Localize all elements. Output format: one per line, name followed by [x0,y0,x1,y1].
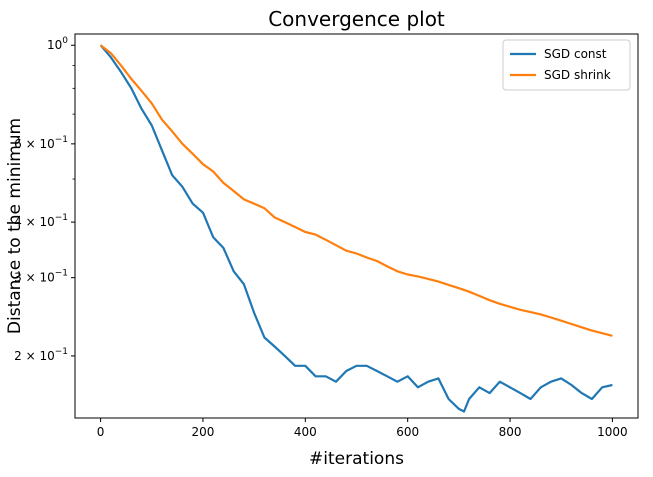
x-tick-label: 0 [97,425,105,439]
y-tick-label: 3 × 10−1 [14,269,68,285]
plot-frame [74,33,639,419]
y-tick-exponent: −1 [55,347,68,357]
x-tick-label: 200 [192,425,215,439]
y-axis-title: Distance to the minimum [5,118,25,334]
legend-label-sgd-const: SGD const [544,47,607,61]
series-line-sgd-const [99,44,613,413]
y-tick-label: 6 × 10−1 [14,135,68,151]
y-tick-label: 4 × 10−1 [14,213,68,229]
x-tick-label: 400 [294,425,317,439]
y-tick-base: 10 [47,38,62,52]
y-tick-exponent: −1 [55,213,68,223]
x-axis-title: #iterations [309,449,404,469]
y-tick-exponent: −1 [55,269,68,279]
y-tick-base: 3 × 10 [14,271,55,285]
legend-label-sgd-shrink: SGD shrink [544,68,611,82]
y-tick-base: 2 × 10 [14,349,55,363]
y-tick-exponent: 0 [62,36,68,46]
y-tick-label: 100 [47,36,68,52]
x-tick-label: 800 [499,425,522,439]
y-tick-base: 6 × 10 [14,137,55,151]
x-tick-label: 600 [396,425,419,439]
legend-box [502,39,631,91]
x-tick-label: 1000 [597,425,628,439]
y-tick-label: 2 × 10−1 [14,347,68,363]
y-tick-exponent: −1 [55,135,68,145]
chart-title: Convergence plot [268,7,445,31]
y-tick-base: 4 × 10 [14,215,55,229]
series-line-sgd-shrink [99,44,613,337]
